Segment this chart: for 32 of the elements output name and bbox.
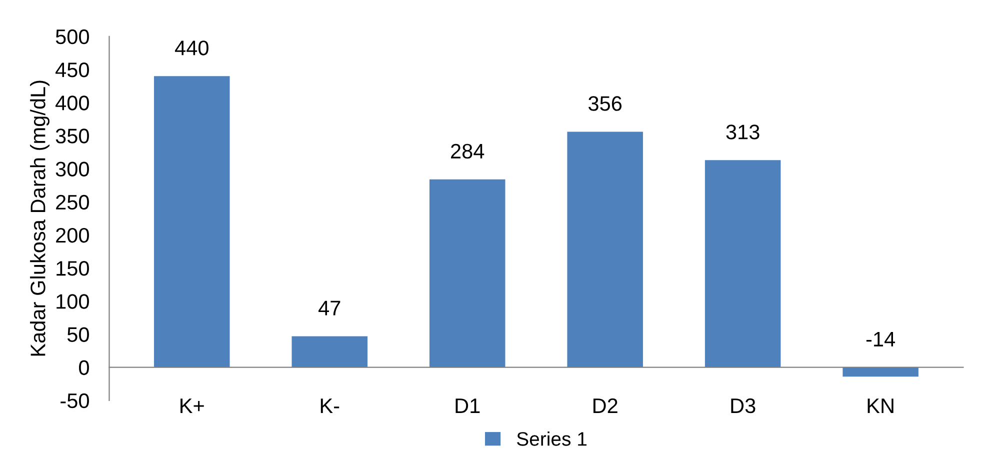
bar [704, 160, 781, 368]
x-tick-label: D2 [593, 398, 618, 413]
y-tick-label: 100 [56, 294, 89, 309]
legend-label: Series 1 [516, 432, 586, 446]
bar [567, 132, 643, 368]
y-axis-title: Kadar Glukosa Darah (mg/dL) [30, 80, 50, 356]
data-label: 284 [451, 144, 484, 159]
y-tick-label: 250 [56, 194, 89, 210]
bar [292, 336, 368, 368]
data-label: 356 [588, 96, 622, 111]
bar [842, 367, 918, 377]
x-tick-label: D1 [456, 398, 480, 413]
y-tick-label: 300 [56, 162, 89, 177]
y-tick-label: 400 [56, 96, 89, 110]
data-label: -14 [866, 332, 896, 346]
bar [429, 179, 506, 368]
x-tick-label: K+ [180, 398, 204, 413]
y-tick-label: 150 [56, 261, 89, 276]
y-tick-label: -50 [60, 393, 89, 408]
data-label: 313 [726, 124, 760, 140]
y-tick-label: 350 [56, 128, 89, 144]
y-tick-label: 500 [56, 29, 89, 44]
data-label: 47 [318, 300, 340, 316]
y-tick-label: 450 [56, 62, 89, 78]
y-tick-label: 200 [56, 228, 89, 243]
y-tick-label: 0 [79, 360, 89, 376]
x-tick-label: K- [320, 398, 340, 413]
data-label: 440 [174, 40, 208, 56]
x-tick-label: D3 [731, 398, 756, 414]
x-tick-label: KN [868, 398, 894, 413]
y-tick-label: 50 [67, 327, 89, 342]
bar [154, 76, 230, 368]
